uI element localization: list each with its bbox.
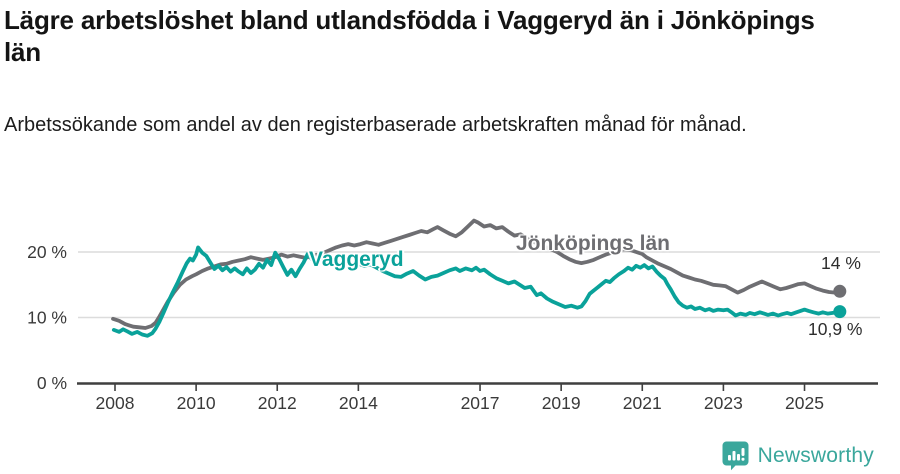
y-tick-label: 0 % [37, 373, 67, 393]
x-tick-label: 2019 [542, 393, 581, 413]
x-tick-label: 2008 [96, 393, 135, 413]
newsworthy-chart-bubble-icon [722, 441, 749, 471]
x-tick-label: 2025 [785, 393, 824, 413]
newsworthy-logo[interactable]: Newsworthy [722, 441, 874, 471]
x-tick-label: 2012 [258, 393, 297, 413]
x-tick-label: 2014 [339, 393, 378, 413]
x-tick-label: 2023 [704, 393, 743, 413]
end-dot-vaggeryd [833, 305, 847, 319]
series-line-vaggeryd [111, 245, 842, 338]
newsworthy-logo-text: Newsworthy [757, 444, 874, 467]
x-tick-label: 2021 [623, 393, 662, 413]
x-tick-label: 2010 [177, 393, 216, 413]
end-value-label-vaggeryd: 10,9 % [808, 319, 863, 339]
series-line-j-nk-pings-l-n [111, 218, 842, 330]
end-dot-j-nk-pings-l-n [833, 284, 847, 298]
y-tick-label: 20 % [27, 242, 67, 262]
x-tick-label: 2017 [461, 393, 500, 413]
series-label-vaggeryd: Vaggeryd [309, 248, 404, 271]
y-tick-label: 10 % [27, 308, 67, 328]
page-subtitle: Arbetssökande som andel av den registerb… [4, 114, 747, 136]
end-value-label-jonkopings-lan: 14 % [821, 253, 861, 273]
page-title: Lägre arbetslöshet bland utlandsfödda i … [4, 5, 815, 67]
series-label-jonkopings-lan: Jönköpings län [516, 232, 671, 255]
